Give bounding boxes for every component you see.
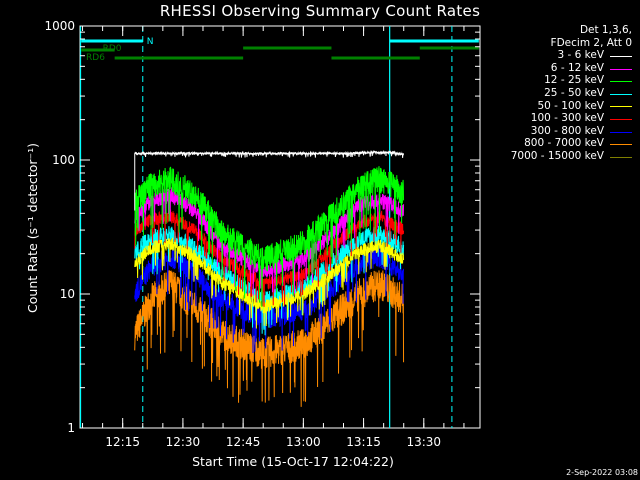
- legend-item-label: 800 - 7000 keV: [524, 137, 604, 150]
- legend-swatch: [610, 131, 632, 133]
- legend-item: 3 - 6 keV: [472, 49, 632, 62]
- legend-swatch: [610, 55, 632, 57]
- legend-item: 25 - 50 keV: [472, 87, 632, 100]
- decimation-label-rd6: RD6: [86, 53, 105, 63]
- series-line: [134, 149, 405, 158]
- legend-swatch: [610, 156, 632, 158]
- series-line: [134, 166, 405, 307]
- legend-item: 6 - 12 keV: [472, 62, 632, 75]
- legend-item-label: 25 - 50 keV: [544, 86, 604, 99]
- legend-header-line-1: Det 1,3,6,: [579, 24, 632, 36]
- generation-timestamp: 2-Sep-2022 03:08: [566, 468, 638, 477]
- legend-item: 100 - 300 keV: [472, 112, 632, 125]
- legend-item: 50 - 100 keV: [472, 100, 632, 113]
- y-tick-label: 100: [52, 153, 75, 167]
- x-tick-label: 13:00: [286, 435, 321, 449]
- y-tick-label: 10: [60, 287, 75, 301]
- y-axis-label: Count Rate (s⁻¹ detector⁻¹): [25, 143, 40, 313]
- legend-item-label: 12 - 25 keV: [544, 74, 604, 87]
- y-tick-label: 1: [67, 421, 75, 435]
- legend: Det 1,3,6, FDecim 2, Att 0 3 - 6 keV 6 - …: [472, 24, 632, 163]
- x-tick-label: 12:45: [226, 435, 261, 449]
- legend-item-label: 300 - 800 keV: [530, 124, 604, 137]
- x-tick-label: 12:15: [105, 435, 140, 449]
- legend-item: 300 - 800 keV: [472, 125, 632, 138]
- x-tick-label: 13:15: [346, 435, 381, 449]
- legend-swatch: [610, 81, 632, 83]
- legend-item-label: 100 - 300 keV: [530, 112, 604, 125]
- legend-item: 12 - 25 keV: [472, 74, 632, 87]
- decimation-label-rd0: RD0: [103, 44, 122, 54]
- legend-item-label: 3 - 6 keV: [557, 49, 604, 62]
- legend-swatch: [610, 144, 632, 146]
- x-axis: 12:15 12:30 12:45 13:00 13:15 13:30: [82, 26, 465, 449]
- legend-header-line-2: FDecim 2, Att 0: [550, 36, 632, 49]
- legend-item-label: 50 - 100 keV: [537, 99, 604, 112]
- series-line: [134, 226, 405, 336]
- attenuator-label: N: [147, 37, 154, 47]
- legend-item: 7000 - 15000 keV: [472, 150, 632, 163]
- series-line: [134, 270, 405, 407]
- legend-swatch: [610, 106, 632, 108]
- legend-item: 800 - 7000 keV: [472, 137, 632, 150]
- legend-swatch: [610, 68, 632, 70]
- legend-item-label: 7000 - 15000 keV: [510, 149, 604, 162]
- legend-swatch: [610, 93, 632, 95]
- x-tick-label: 12:30: [166, 435, 201, 449]
- x-tick-label: 13:30: [406, 435, 441, 449]
- x-axis-label: Start Time (15-Oct-17 12:04:22): [192, 454, 394, 469]
- y-tick-label: 1000: [44, 19, 75, 33]
- series-line: [134, 237, 405, 329]
- legend-swatch: [610, 118, 632, 120]
- legend-item-label: 6 - 12 keV: [550, 61, 604, 74]
- chart-title: RHESSI Observing Summary Count Rates: [159, 2, 481, 20]
- y-axis: 1 10 100 1000: [44, 19, 480, 435]
